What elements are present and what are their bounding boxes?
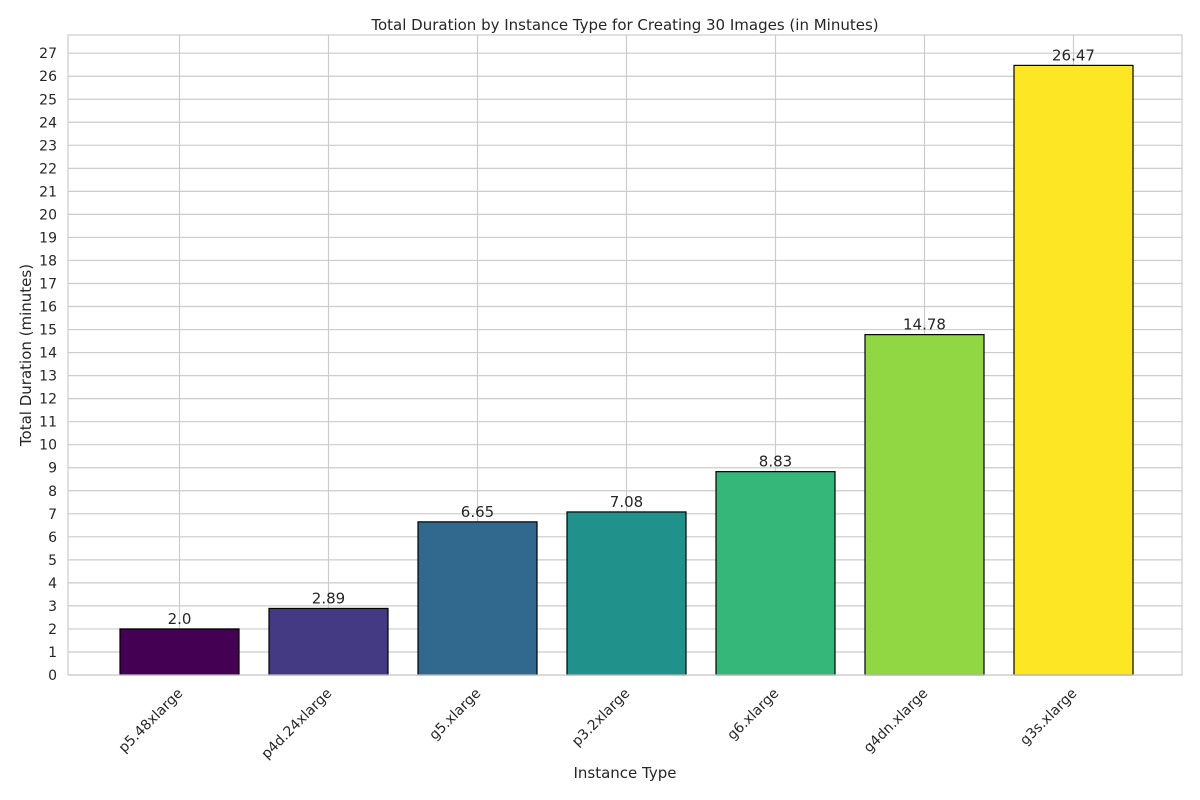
bar-value-label: 26.47 [1052, 46, 1095, 64]
y-tick-label: 4 [48, 576, 57, 592]
x-tick-label: g4dn.xlarge [861, 686, 932, 757]
y-tick-label: 9 [48, 461, 57, 477]
y-tick-label: 26 [39, 69, 57, 85]
x-axis-label: Instance Type [573, 764, 676, 782]
bar-value-label: 6.65 [461, 503, 494, 521]
y-tick-label: 16 [39, 300, 57, 316]
x-tick-label: g6.xlarge [724, 686, 782, 744]
y-tick-label: 11 [39, 415, 57, 431]
y-tick-label: 21 [39, 184, 57, 200]
gridlines [68, 35, 1182, 676]
bar [119, 628, 240, 676]
bar-value-label: 2.89 [312, 589, 345, 607]
bar-value-label: 7.08 [610, 493, 643, 511]
y-tick-label: 2 [48, 622, 57, 638]
y-tick-label: 3 [48, 599, 57, 615]
x-tick-label: p3.2xlarge [569, 686, 633, 750]
bar-value-label: 8.83 [759, 453, 792, 471]
y-tick-label: 7 [48, 507, 57, 523]
y-axis-label: Total Duration (minutes) [17, 264, 35, 447]
y-tick-label: 24 [39, 115, 57, 131]
y-tick-label: 19 [39, 230, 57, 246]
bar [1013, 64, 1134, 676]
data-labels: 2.0 2.89 6.65 7.08 8.83 14.78 26.47 [168, 46, 1095, 628]
y-tick-label: 10 [39, 438, 57, 454]
bar [417, 521, 538, 676]
plot-frame [67, 34, 1183, 676]
bar [715, 471, 836, 676]
x-tick-label: g3s.xlarge [1017, 686, 1080, 749]
y-tick-label: 0 [48, 668, 57, 684]
y-tick-label: 5 [48, 553, 57, 569]
y-tick-label: 15 [39, 323, 57, 339]
y-tick-label: 8 [48, 484, 57, 500]
y-tick-label: 6 [48, 530, 57, 546]
y-axis-ticks: 0123456789101112131415161718192021222324… [39, 46, 57, 684]
bar [566, 511, 687, 676]
y-tick-label: 17 [39, 276, 57, 292]
x-tick-label: p4d.24xlarge [258, 686, 335, 763]
bar-value-label: 2.0 [168, 610, 192, 628]
y-tick-label: 27 [39, 46, 57, 62]
y-tick-label: 18 [39, 253, 57, 269]
x-axis-ticks: p5.48xlarge p4d.24xlarge g5.xlarge p3.2xlar… [116, 686, 1081, 763]
bars [119, 64, 1134, 676]
y-tick-label: 23 [39, 138, 57, 154]
bar [864, 334, 985, 676]
y-tick-label: 13 [39, 369, 57, 385]
y-tick-label: 14 [39, 346, 57, 362]
bar-value-label: 14.78 [903, 316, 946, 334]
y-tick-label: 20 [39, 207, 57, 223]
x-tick-label: g5.xlarge [426, 686, 484, 744]
y-tick-label: 12 [39, 392, 57, 408]
y-tick-label: 22 [39, 161, 57, 177]
chart-title: Total Duration by Instance Type for Crea… [370, 16, 878, 34]
y-tick-label: 25 [39, 92, 57, 108]
y-tick-label: 1 [48, 645, 57, 661]
x-tick-label: p5.48xlarge [116, 686, 187, 757]
bar [268, 607, 389, 676]
